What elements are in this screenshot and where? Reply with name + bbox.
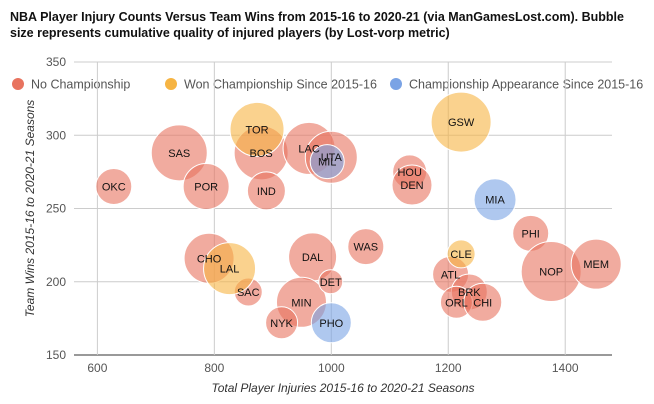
bubble-ind <box>246 171 286 211</box>
bubble-label-mil: MIL <box>318 157 336 169</box>
bubble-det <box>318 269 344 295</box>
bubble-nyk <box>265 306 299 340</box>
y-tick-label: 300 <box>46 128 66 142</box>
legend-marker <box>165 78 177 90</box>
bubble-label-atl: ATL <box>441 269 460 281</box>
bubble-label-lal: LAL <box>220 264 240 276</box>
bubble-label-por: POR <box>194 182 218 194</box>
x-tick-label: 1400 <box>552 361 579 375</box>
bubble-label-mem: MEM <box>583 259 609 271</box>
bubble-den <box>391 164 433 206</box>
bubble-chi <box>463 282 503 322</box>
legend-marker <box>390 78 402 90</box>
bubble-mil <box>309 144 345 180</box>
bubble-mem <box>570 238 622 290</box>
legend-label: Won Championship Since 2015-16 <box>184 78 377 92</box>
x-tick-label: 600 <box>87 361 107 375</box>
bubble-label-ind: IND <box>257 186 276 198</box>
bubble-mia <box>473 178 517 222</box>
bubble-label-phi: PHI <box>522 228 540 240</box>
bubble-gsw <box>430 91 492 153</box>
bubble-label-cho: CHO <box>197 253 222 265</box>
bubble-label-sas: SAS <box>168 148 190 160</box>
bubble-por <box>182 163 230 211</box>
chart-title: NBA Player Injury Counts Versus Team Win… <box>10 10 624 40</box>
bubble-okc <box>95 168 133 206</box>
bubble-label-nyk: NYK <box>270 318 293 330</box>
bubble-cle <box>446 239 476 269</box>
y-tick-label: 150 <box>46 348 66 362</box>
bubble-label-chi: CHI <box>473 297 492 309</box>
x-tick-label: 1200 <box>435 361 462 375</box>
bubble-label-mia: MIA <box>485 195 505 207</box>
bubble-label-den: DEN <box>400 180 423 192</box>
bubble-was <box>347 228 385 266</box>
bubble-label-hou: HOU <box>397 167 422 179</box>
bubble-label-cle: CLE <box>450 249 471 261</box>
bubble-label-tor: TOR <box>246 124 269 136</box>
y-tick-label: 250 <box>46 202 66 216</box>
x-axis-title: Total Player Injuries 2015-16 to 2020-21… <box>211 381 474 395</box>
x-tick-label: 800 <box>204 361 224 375</box>
y-axis-title: Team Wins 2015-16 to 2020-21 Seasons <box>23 100 37 318</box>
bubble-label-min: MIN <box>291 297 311 309</box>
y-tick-label: 350 <box>46 55 66 69</box>
bubble-label-lac: LAC <box>298 143 319 155</box>
bubble-tor <box>229 101 285 157</box>
bubble-label-orl: ORL <box>445 297 468 309</box>
y-tick-label: 200 <box>46 275 66 289</box>
bubble-label-det: DET <box>320 277 342 289</box>
legend-label: Championship Appearance Since 2015-16 <box>409 78 643 92</box>
x-tick-label: 1000 <box>318 361 345 375</box>
bubble-label-was: WAS <box>353 242 378 254</box>
bubble-label-gsw: GSW <box>448 117 475 129</box>
legend-marker <box>12 78 24 90</box>
bubble-label-brk: BRK <box>458 287 481 299</box>
bubble-pho <box>310 302 352 344</box>
bubble-label-nop: NOP <box>539 266 563 278</box>
bubble-label-sac: SAC <box>237 287 260 299</box>
bubble-label-pho: PHO <box>319 318 343 330</box>
bubble-label-dal: DAL <box>302 252 323 264</box>
bubble-label-uta: UTA <box>321 152 343 164</box>
bubble-sas <box>150 124 208 182</box>
bubble-label-bos: BOS <box>250 148 273 160</box>
bubble-lal <box>203 242 257 296</box>
legend-label: No Championship <box>31 78 130 92</box>
bubble-label-okc: OKC <box>102 182 126 194</box>
